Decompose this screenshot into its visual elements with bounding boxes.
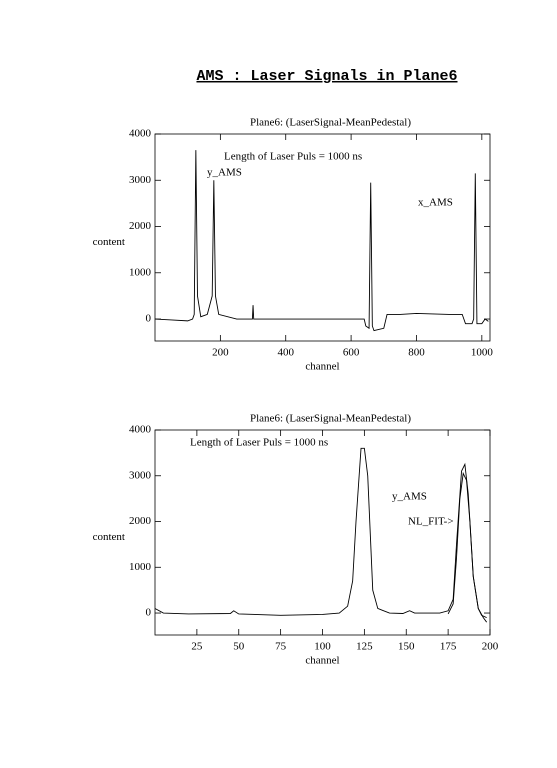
x-tick-label: 1000: [471, 347, 494, 359]
y-tick-label: 4000: [129, 424, 152, 436]
annotation: NL_FIT->: [408, 516, 454, 528]
data-line: [154, 447, 487, 619]
y-axis-label: content: [93, 236, 125, 248]
annotation: y_AMS: [392, 491, 427, 503]
x-axis-label: channel: [305, 655, 339, 667]
annotation: Length of Laser Puls = 1000 ns: [190, 437, 328, 449]
y-tick-label: 4000: [129, 128, 152, 140]
x-tick-label: 200: [212, 347, 229, 359]
y-tick-label: 0: [146, 313, 152, 325]
x-tick-label: 50: [233, 641, 245, 653]
x-tick-label: 150: [398, 641, 415, 653]
page-title: AMS : Laser Signals in Plane6: [196, 68, 457, 85]
y-tick-label: 2000: [129, 515, 152, 527]
y-axis-label: content: [93, 531, 125, 543]
chart-title: Plane6: (LaserSignal-MeanPedestal): [250, 413, 411, 425]
x-tick-label: 25: [191, 641, 203, 653]
y-tick-label: 3000: [129, 469, 152, 481]
annotation: y_AMS: [207, 167, 242, 179]
y-tick-label: 1000: [129, 561, 152, 573]
chart-title: Plane6: (LaserSignal-MeanPedestal): [250, 117, 411, 129]
x-tick-label: 400: [277, 347, 294, 359]
x-tick-label: 800: [408, 347, 425, 359]
x-tick-label: 100: [314, 641, 331, 653]
y-tick-label: 2000: [129, 220, 152, 232]
x-tick-label: 600: [343, 347, 360, 359]
y-tick-label: 3000: [129, 174, 152, 186]
x-axis-label: channel: [305, 361, 339, 373]
x-tick-label: 200: [482, 641, 499, 653]
annotation: x_AMS: [418, 197, 453, 209]
annotation: Length of Laser Puls = 1000 ns: [224, 151, 362, 163]
data-line: [154, 150, 489, 332]
data-line: [447, 471, 488, 623]
x-tick-label: 125: [356, 641, 373, 653]
y-tick-label: 1000: [129, 266, 152, 278]
x-tick-label: 75: [275, 641, 287, 653]
y-tick-label: 0: [146, 607, 152, 619]
x-tick-label: 175: [440, 641, 457, 653]
plot-frame: [154, 133, 491, 342]
